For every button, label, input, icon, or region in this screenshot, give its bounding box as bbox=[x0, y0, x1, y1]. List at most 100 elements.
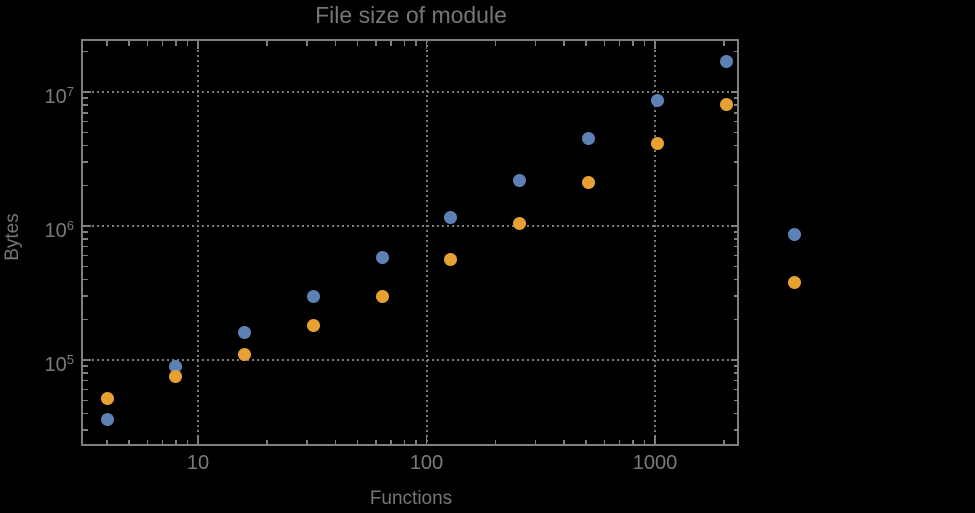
y-minor-tick bbox=[734, 399, 739, 402]
chart-title: File size of module bbox=[315, 2, 507, 28]
x-minor-tick bbox=[356, 440, 359, 445]
y-minor-tick bbox=[83, 112, 88, 114]
x-major-tick bbox=[197, 41, 199, 49]
x-minor-tick bbox=[128, 440, 130, 445]
y-grid-line bbox=[82, 91, 740, 93]
x-minor-tick bbox=[146, 440, 149, 445]
x-minor-tick bbox=[723, 41, 725, 46]
x-minor-tick bbox=[563, 440, 565, 445]
x-grid-line bbox=[654, 40, 656, 446]
y-minor-tick bbox=[83, 372, 88, 374]
x-minor-tick bbox=[415, 41, 417, 46]
y-minor-tick bbox=[83, 295, 88, 297]
y-major-tick bbox=[83, 225, 91, 227]
x-minor-tick bbox=[106, 440, 108, 445]
x-major-tick bbox=[425, 41, 428, 49]
y-minor-tick bbox=[734, 379, 739, 382]
y-minor-tick bbox=[734, 365, 739, 367]
y-minor-tick bbox=[734, 238, 739, 240]
x-minor-tick bbox=[266, 440, 268, 445]
x-minor-tick bbox=[415, 440, 417, 445]
y-minor-tick bbox=[83, 184, 88, 187]
x-minor-tick bbox=[643, 41, 646, 46]
y-minor-tick bbox=[734, 131, 739, 134]
y-minor-tick bbox=[734, 231, 739, 233]
x-minor-tick bbox=[161, 41, 164, 46]
x-minor-tick bbox=[603, 440, 606, 445]
x-major-tick bbox=[425, 437, 428, 445]
y-minor-tick bbox=[83, 254, 88, 257]
data-point-orange-series bbox=[238, 347, 252, 361]
y-minor-tick bbox=[734, 318, 739, 321]
y-minor-tick bbox=[734, 412, 739, 415]
x-axis-label: Functions bbox=[369, 488, 453, 509]
y-minor-tick bbox=[734, 372, 739, 374]
y-tick-label: 107 bbox=[44, 84, 74, 108]
y-major-tick bbox=[731, 359, 739, 361]
data-point-blue-series bbox=[306, 289, 320, 303]
y-minor-tick bbox=[83, 131, 88, 134]
y-minor-tick bbox=[83, 231, 88, 233]
y-minor-tick bbox=[734, 120, 739, 123]
x-grid-line bbox=[425, 40, 428, 446]
y-minor-tick bbox=[734, 388, 739, 391]
y-minor-tick bbox=[734, 112, 739, 114]
plot-frame bbox=[81, 39, 739, 446]
x-minor-tick bbox=[390, 41, 392, 46]
data-point-orange-series bbox=[582, 176, 596, 190]
data-point-orange-series bbox=[375, 289, 389, 303]
x-minor-tick bbox=[106, 41, 108, 46]
y-minor-tick bbox=[83, 97, 88, 99]
x-minor-tick bbox=[306, 41, 308, 46]
x-minor-tick bbox=[494, 41, 497, 46]
data-point-orange-series bbox=[513, 216, 527, 230]
x-minor-tick bbox=[175, 440, 177, 445]
x-minor-tick bbox=[186, 41, 189, 46]
y-minor-tick bbox=[734, 97, 739, 99]
y-minor-tick bbox=[734, 161, 739, 163]
x-major-tick bbox=[197, 437, 199, 445]
x-minor-tick bbox=[375, 440, 377, 445]
x-tick-label: 100 bbox=[409, 452, 444, 474]
x-minor-tick bbox=[643, 440, 646, 445]
data-point-orange-series bbox=[169, 370, 183, 384]
x-minor-tick bbox=[334, 440, 337, 445]
y-minor-tick bbox=[734, 50, 739, 53]
data-point-blue-series bbox=[444, 211, 458, 225]
y-grid-line bbox=[82, 224, 740, 227]
x-minor-tick bbox=[563, 41, 565, 46]
y-minor-tick bbox=[83, 144, 88, 147]
y-minor-tick bbox=[734, 254, 739, 257]
data-point-orange-series bbox=[100, 391, 114, 405]
y-minor-tick bbox=[734, 144, 739, 147]
x-minor-tick bbox=[723, 440, 725, 445]
x-minor-tick bbox=[632, 440, 634, 445]
x-minor-tick bbox=[128, 41, 130, 46]
y-minor-tick bbox=[734, 278, 739, 281]
x-minor-tick bbox=[632, 41, 634, 46]
x-minor-tick bbox=[618, 440, 621, 445]
y-minor-tick bbox=[83, 429, 88, 431]
y-minor-tick bbox=[83, 245, 88, 248]
y-minor-tick bbox=[734, 104, 739, 106]
y-minor-tick bbox=[83, 412, 88, 415]
x-minor-tick bbox=[266, 41, 268, 46]
y-minor-tick bbox=[83, 50, 88, 53]
y-minor-tick bbox=[83, 379, 88, 382]
data-point-orange-series bbox=[719, 97, 733, 111]
y-minor-tick bbox=[83, 120, 88, 123]
x-major-tick bbox=[654, 437, 656, 445]
y-major-tick bbox=[731, 225, 739, 227]
x-minor-tick bbox=[390, 440, 392, 445]
x-minor-tick bbox=[356, 41, 359, 46]
x-minor-tick bbox=[161, 440, 164, 445]
data-point-blue-series bbox=[719, 54, 733, 68]
data-point-blue-series bbox=[788, 227, 802, 241]
data-point-blue-series bbox=[375, 251, 389, 265]
x-minor-tick bbox=[585, 41, 587, 46]
x-minor-tick bbox=[306, 440, 308, 445]
x-minor-tick bbox=[403, 41, 406, 46]
y-minor-tick bbox=[83, 104, 88, 106]
x-major-tick bbox=[654, 41, 656, 49]
data-point-blue-series bbox=[582, 131, 596, 145]
